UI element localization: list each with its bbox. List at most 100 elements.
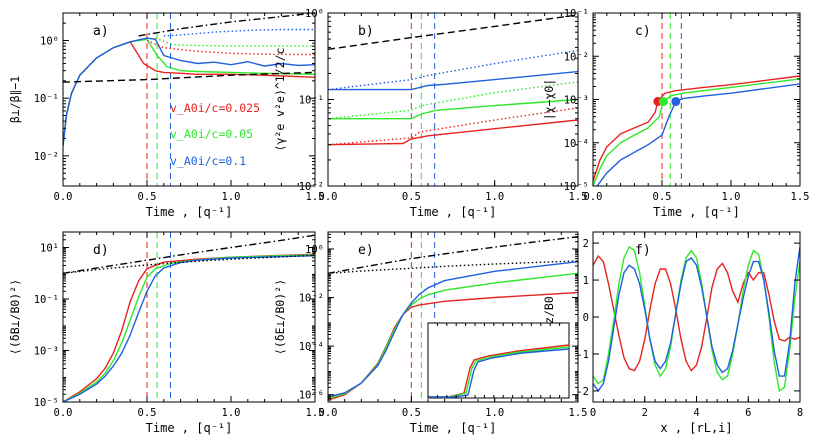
y-tick-label: 10¹ <box>40 243 59 255</box>
series-green-solid <box>593 78 800 186</box>
series-green-dotted <box>155 37 315 47</box>
x-tick-label: 0.0 <box>319 191 338 203</box>
x-tick-label: 1.5 <box>306 407 325 419</box>
panel-label: b) <box>358 24 374 39</box>
panel-label: c) <box>635 24 651 39</box>
y-tick-label: 0 <box>583 312 589 324</box>
y-axis-label: ⟨(δB⊥/B0)²⟩ <box>8 279 22 355</box>
x-tick-label: 1.5 <box>306 191 325 203</box>
x-tick-label: 1.0 <box>485 191 504 203</box>
panel-label: a) <box>93 24 109 39</box>
plot-frame <box>327 231 579 403</box>
x-tick-label: 1.5 <box>569 407 588 419</box>
legend-entry-green: v_A0i/c=0.05 <box>170 127 253 141</box>
series-red-solid <box>593 254 800 372</box>
series-blue-solid <box>63 37 315 146</box>
x-axis-label: Time , [q⁻¹] <box>410 205 497 219</box>
y-tick-label: -1 <box>576 349 589 361</box>
series-blue-solid <box>328 70 578 91</box>
series-red-dotted <box>146 39 315 56</box>
series-black-dotted <box>328 260 578 274</box>
x-axis-label: Time , [q⁻¹] <box>410 421 497 435</box>
x-tick-label: 8 <box>797 407 803 419</box>
y-axis-label: ⟨γ²e v²e⟩^1/2/c <box>273 48 287 152</box>
panel-label: e) <box>358 243 374 258</box>
legend-entry-blue: v_A0i/c=0.1 <box>170 154 246 168</box>
series-red-solid <box>328 119 578 146</box>
y-tick-label: 10⁻³ <box>564 95 589 107</box>
series-green-solid <box>593 245 800 393</box>
x-tick-label: 0.5 <box>138 191 157 203</box>
series-green-dotted <box>328 81 578 120</box>
y-tick-label: 2 <box>583 238 589 250</box>
x-tick-label: 1.5 <box>569 191 588 203</box>
x-tick-label: 1.5 <box>791 191 810 203</box>
inset-panel-e <box>427 322 570 399</box>
series-black-dashed <box>63 71 315 83</box>
legend: v_A0i/c=0.025 v_A0i/c=0.05 v_A0i/c=0.1 <box>170 101 260 168</box>
series-red-solid <box>593 75 800 182</box>
y-tick-label: 10⁻² <box>299 181 324 193</box>
series-black-dashdot <box>328 236 578 274</box>
y-tick-label: 10⁻² <box>299 293 324 305</box>
x-tick-label: 0.0 <box>584 191 603 203</box>
legend-entry-red: v_A0i/c=0.025 <box>170 101 260 115</box>
x-tick-label: 1.0 <box>222 407 241 419</box>
marker-blue <box>671 96 681 106</box>
y-tick-label: 10⁻⁶ <box>299 390 324 402</box>
y-tick-label: 10⁻⁵ <box>564 181 589 193</box>
panel-e: 0.0 0.5 1.0 1.5 10⁻⁶ 10⁻⁴ 10⁻² 10⁰ e) Time , [q⁻¹… <box>273 231 588 435</box>
x-tick-label: 1.0 <box>722 191 741 203</box>
x-tick-label: 4 <box>693 407 699 419</box>
x-axis-label: Time , [q⁻¹] <box>146 205 233 219</box>
y-tick-label: 10⁻² <box>34 151 59 163</box>
y-tick-label: 10⁰ <box>305 8 324 20</box>
y-axis-label: |χ−χ0| <box>542 79 556 121</box>
x-tick-label: 0.5 <box>402 191 421 203</box>
x-tick-label: 2 <box>642 407 648 419</box>
x-tick-label: 6 <box>745 407 751 419</box>
y-tick-label: 10⁻¹ <box>299 95 324 107</box>
x-tick-label: 1.0 <box>485 407 504 419</box>
x-tick-label: 0.0 <box>54 191 73 203</box>
y-tick-label: 10⁻¹ <box>34 294 59 306</box>
series-green-solid <box>328 98 578 120</box>
series-blue-dotted <box>163 28 315 37</box>
x-tick-label: 1.0 <box>222 191 241 203</box>
panel-d: 0.0 0.5 1.0 1.5 10⁻⁵ 10⁻³ 10⁻¹ 10¹ d) Time , [q⁻¹… <box>8 231 325 435</box>
plot-frame <box>62 12 316 187</box>
y-axis-label: ⟨(δE⊥/B0)²⟩ <box>273 279 287 355</box>
plot-frame <box>592 12 801 187</box>
x-tick-label: 0.5 <box>653 191 672 203</box>
y-tick-label: 1 <box>583 275 589 287</box>
y-tick-label: 10⁻³ <box>34 346 59 358</box>
series-black-dotted <box>63 254 315 274</box>
x-tick-label: 0.5 <box>402 407 421 419</box>
x-tick-label: 0.0 <box>319 407 338 419</box>
panel-label: f) <box>635 243 651 258</box>
x-axis-label: Time , [q⁻¹] <box>146 421 233 435</box>
series-blue-dotted <box>328 49 578 91</box>
y-tick-label: 10⁻⁴ <box>299 341 324 353</box>
x-axis-label: x , [rL,i] <box>660 421 732 435</box>
series-black-dashdot <box>138 13 315 37</box>
x-tick-label: 0.5 <box>138 407 157 419</box>
series-blue-solid <box>328 261 578 398</box>
y-axis-label: β⊥/β∥−1 <box>8 76 22 123</box>
y-tick-label: 10⁰ <box>305 244 324 256</box>
y-tick-label: 10⁻⁵ <box>34 397 59 409</box>
series-red-dotted <box>328 107 578 146</box>
x-tick-label: 0 <box>590 407 596 419</box>
x-axis-label: Time , [q⁻¹] <box>653 205 740 219</box>
series-blue-solid <box>596 83 800 186</box>
y-tick-label: 10⁻¹ <box>34 93 59 105</box>
panel-label: d) <box>93 243 109 258</box>
y-tick-label: -2 <box>576 386 589 398</box>
inset-frame <box>427 322 570 399</box>
marker-green <box>658 96 668 106</box>
y-tick-label: 10⁻¹ <box>564 8 589 20</box>
